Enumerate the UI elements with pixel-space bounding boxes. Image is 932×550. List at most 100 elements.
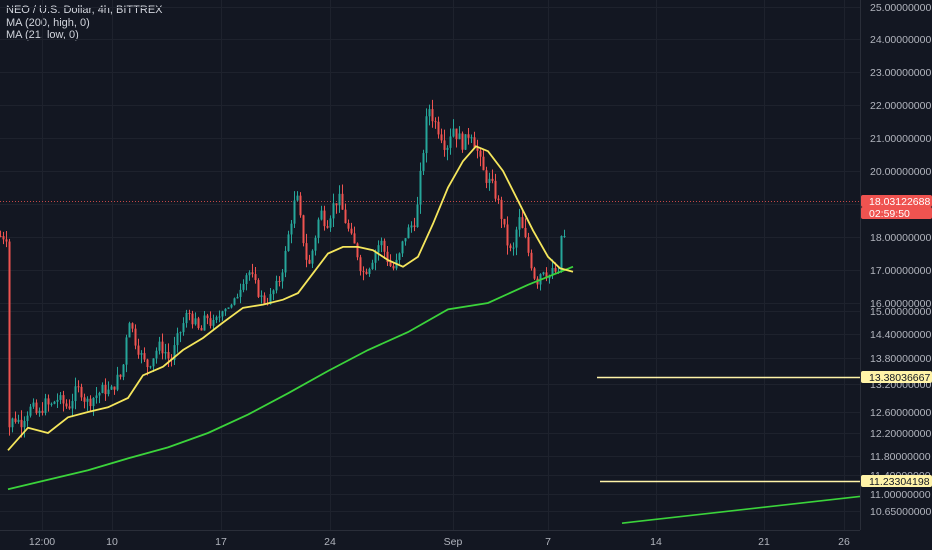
price-tick-label: 12.20000000: [870, 428, 931, 440]
candle-body: [347, 223, 350, 229]
price-tick-label: 16.00000000: [870, 298, 931, 310]
candle-body: [227, 307, 230, 309]
candle-body: [392, 266, 395, 269]
price-tick-label: 22.00000000: [870, 100, 931, 112]
candle-body: [26, 415, 29, 421]
price-tick-label: 14.40000000: [870, 329, 931, 341]
candle-body: [485, 170, 488, 183]
candle-body: [530, 252, 533, 269]
candle-body: [113, 386, 116, 390]
price-tick-label: 23.00000000: [870, 67, 931, 79]
candle-body: [323, 210, 326, 227]
level-1-tag-bg: [861, 371, 932, 383]
candle-body: [215, 317, 218, 321]
candle-body: [509, 245, 512, 248]
candle-body: [407, 227, 410, 239]
candle-body: [74, 386, 77, 402]
candle-body: [77, 386, 80, 388]
price-tick-label: 12.60000000: [870, 407, 931, 419]
candle-body: [434, 121, 437, 123]
candle-body: [11, 418, 14, 428]
candle-body: [119, 374, 122, 377]
candle-body: [203, 315, 206, 331]
candle-body: [431, 109, 434, 122]
candle-body: [2, 236, 5, 240]
level-1-tag: 13.38036667: [869, 372, 930, 384]
candle-body: [521, 217, 524, 228]
candle-body: [479, 150, 482, 157]
candle-body: [359, 257, 362, 272]
candle-body: [209, 318, 212, 326]
candle-body: [0, 236, 2, 238]
candle-body: [86, 398, 89, 402]
candle-body: [320, 210, 323, 220]
candle-body: [443, 140, 446, 150]
candle-body: [413, 225, 416, 227]
candle-body: [62, 395, 65, 404]
candle-body: [221, 311, 224, 317]
candle-body: [65, 403, 68, 407]
candle-body: [269, 294, 272, 305]
candle-body: [101, 384, 104, 393]
candle-body: [380, 240, 383, 246]
candle-body: [287, 234, 290, 251]
candle-body: [362, 271, 365, 273]
candle-body: [293, 200, 296, 224]
candle-body: [230, 304, 233, 308]
candle-body: [50, 403, 53, 405]
candle-body: [512, 247, 515, 249]
candle-body: [263, 295, 266, 304]
candle-body: [248, 272, 251, 276]
candle-body: [173, 345, 176, 360]
candle-body: [332, 203, 335, 219]
candle-body: [275, 280, 278, 291]
candle-body: [47, 398, 50, 405]
candle-body: [461, 133, 464, 150]
candle-body: [161, 341, 164, 354]
candle-body: [200, 328, 203, 331]
candle-body: [470, 137, 473, 139]
candle-body: [239, 289, 242, 297]
price-tick-label: 21.00000000: [870, 133, 931, 145]
price-tick-label: 13.80000000: [870, 353, 931, 365]
candle-body: [410, 225, 413, 228]
price-axis[interactable]: 25.00000000 24.00000000 23.00000000 22.0000…: [870, 2, 931, 518]
ma21-line: [7, 145, 574, 451]
countdown-tag: 02:59:50: [869, 208, 910, 220]
candle-body: [467, 134, 470, 138]
candle-body: [524, 227, 527, 238]
candle-body: [41, 410, 44, 413]
candle-body: [284, 250, 287, 273]
price-tick-label: 11.80000000: [870, 451, 931, 463]
candle-body: [140, 353, 143, 355]
candle-body: [242, 283, 245, 290]
candle-body: [416, 204, 419, 227]
candle-body: [20, 419, 23, 428]
candle-body: [29, 406, 32, 416]
candle-body: [35, 402, 38, 414]
candle-body: [32, 402, 35, 407]
candle-body: [506, 224, 509, 246]
candle-body: [128, 323, 131, 338]
ma200-legend-label[interactable]: MA (200, high, 0): [6, 16, 90, 29]
candle-body: [344, 209, 347, 224]
candle-body: [98, 392, 101, 396]
candle-body: [500, 199, 503, 219]
candle-body: [143, 353, 146, 360]
time-axis[interactable]: 12:00 10 17 24 Sep 7 14 21 26: [29, 536, 850, 548]
time-tick-label: 7: [545, 536, 551, 548]
candle-body: [155, 350, 158, 359]
candle-body: [206, 315, 209, 319]
trend-line[interactable]: [621, 495, 861, 524]
candle-body: [476, 147, 479, 151]
candle-body: [452, 128, 455, 137]
candle-body: [92, 398, 95, 407]
candle-body: [515, 229, 518, 248]
candle-body: [164, 352, 167, 354]
candle-body: [257, 280, 260, 297]
candle-body: [383, 240, 386, 252]
level-2-tag-bg: [861, 475, 932, 487]
price-tick-label: 24.00000000: [870, 34, 931, 46]
horizontal-levels[interactable]: [0, 201, 861, 524]
